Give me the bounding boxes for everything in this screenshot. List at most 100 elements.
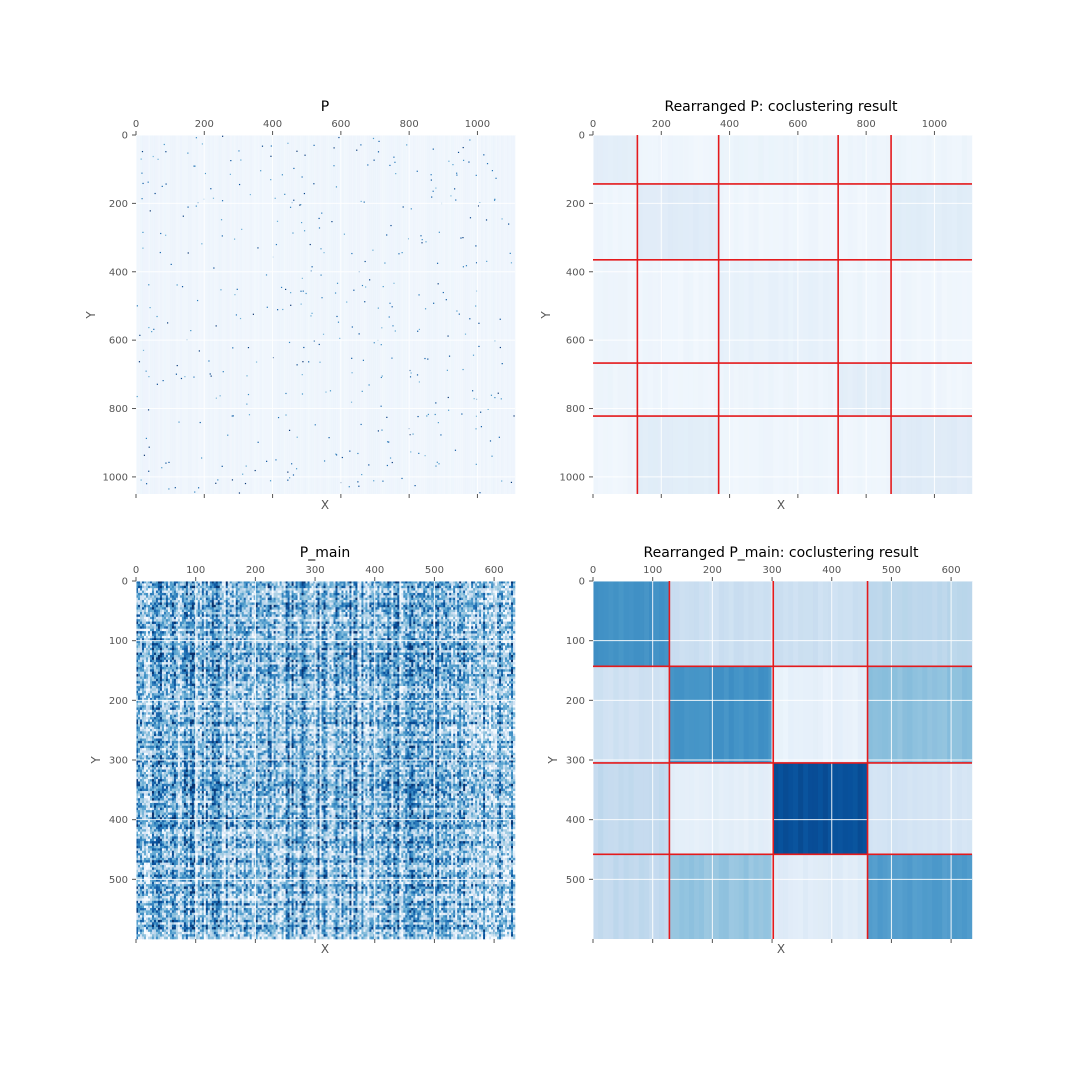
ylabel-p: Y	[84, 311, 98, 320]
cocluster-block	[868, 763, 973, 854]
ylabel-p-main: Y	[89, 756, 103, 765]
y-tick-label: 600	[109, 336, 128, 347]
cocluster-block	[593, 854, 670, 939]
cocluster-block	[868, 854, 973, 939]
y-tick-label: 200	[109, 199, 128, 210]
y-tick-label: 800	[109, 404, 128, 415]
cocluster-block	[719, 135, 839, 184]
x-tick-label: 300	[763, 565, 782, 576]
cocluster-block	[593, 416, 638, 494]
x-tick-label: 1000	[465, 119, 490, 130]
x-tick-label: 500	[425, 565, 444, 576]
x-tick-label: 100	[643, 565, 662, 576]
cocluster-block	[719, 184, 839, 260]
x-tick-label: 600	[788, 119, 807, 130]
cocluster-block	[637, 184, 719, 260]
subplot-p-main-rearranged: Rearranged P_main: coclustering result 0…	[546, 545, 972, 956]
y-tick-label: 1000	[560, 472, 585, 483]
y-tick-label: 400	[566, 267, 585, 278]
x-tick-label: 200	[703, 565, 722, 576]
cocluster-block	[593, 666, 670, 763]
y-tick-label: 1000	[103, 472, 128, 483]
y-tick-label: 100	[109, 636, 128, 647]
title-p-main-rearranged: Rearranged P_main: coclustering result	[643, 545, 919, 561]
y-tick-label: 500	[109, 875, 128, 886]
subplot-p-main: P_main 0 100 200 300 400 500 60001002003004005…	[89, 545, 515, 956]
cocluster-block	[719, 416, 839, 494]
heatmap-cells	[593, 135, 972, 494]
y-tick-label: 0	[579, 131, 585, 142]
y-tick-label: 0	[579, 577, 585, 588]
xlabel-p-main: X	[321, 942, 329, 956]
cocluster-block	[669, 854, 773, 939]
heatmap-p-main-rearranged: 0 100 200 300 400 500 600 0 100 200 300 400 500	[566, 565, 972, 943]
cocluster-block	[773, 763, 868, 854]
cocluster-block	[637, 416, 719, 494]
cocluster-block	[593, 763, 670, 854]
x-tick-label: 600	[942, 565, 961, 576]
cocluster-block	[593, 184, 638, 260]
y-tick-label: 300	[566, 756, 585, 767]
x-tick-label: 500	[882, 565, 901, 576]
x-tick-label: 0	[133, 119, 139, 130]
heatmap-cells	[136, 135, 515, 494]
cocluster-block	[669, 666, 773, 763]
y-tick-label: 600	[566, 336, 585, 347]
cocluster-block	[773, 854, 868, 939]
cocluster-block	[838, 416, 891, 494]
x-tick-label: 400	[822, 565, 841, 576]
xlabel-p-main-rearranged: X	[777, 942, 785, 956]
cocluster-block	[593, 135, 638, 184]
cocluster-block	[637, 260, 719, 363]
x-tick-label: 300	[306, 565, 325, 576]
x-tick-label: 1000	[922, 119, 947, 130]
subplot-p-rearranged: Rearranged P: coclustering result 0 200 40…	[539, 99, 972, 512]
x-tick-label: 400	[365, 565, 384, 576]
x-tick-label: 100	[186, 565, 205, 576]
x-tick-label: 600	[485, 565, 504, 576]
ylabel-p-rearranged: Y	[539, 311, 553, 320]
cocluster-block	[669, 763, 773, 854]
x-tick-label: 800	[857, 119, 876, 130]
cocluster-block	[891, 260, 972, 363]
x-tick-label: 600	[331, 119, 350, 130]
y-tick-label: 200	[566, 199, 585, 210]
x-tick-label: 200	[652, 119, 671, 130]
cocluster-block	[891, 416, 972, 494]
xlabel-p-rearranged: X	[777, 498, 785, 512]
y-tick-label: 200	[109, 696, 128, 707]
cocluster-block	[891, 135, 972, 184]
x-tick-label: 400	[720, 119, 739, 130]
x-tick-label: 0	[590, 565, 596, 576]
y-tick-label: 800	[566, 404, 585, 415]
y-tick-label: 500	[566, 875, 585, 886]
cocluster-block	[669, 581, 773, 666]
cocluster-block	[719, 260, 839, 363]
ylabel-p-main-rearranged: Y	[546, 756, 560, 765]
cocluster-block	[868, 666, 973, 763]
y-tick-label: 400	[566, 815, 585, 826]
x-tick-label: 0	[590, 119, 596, 130]
cocluster-block	[593, 581, 670, 666]
title-p-rearranged: Rearranged P: coclustering result	[664, 99, 898, 115]
y-tick-label: 200	[566, 696, 585, 707]
cocluster-block	[773, 581, 868, 666]
x-tick-label: 0	[133, 565, 139, 576]
x-tick-label: 400	[263, 119, 282, 130]
x-tick-label: 800	[400, 119, 419, 130]
x-tick-label: 200	[195, 119, 214, 130]
y-tick-label: 0	[122, 577, 128, 588]
title-p: P	[321, 99, 329, 115]
y-tick-label: 400	[109, 815, 128, 826]
y-tick-label: 0	[122, 131, 128, 142]
cocluster-block	[593, 260, 638, 363]
title-p-main: P_main	[300, 545, 350, 561]
cocluster-block	[891, 184, 972, 260]
heatmap-p-rearranged: 0 200 400 600 800 1000 0 200 400 600 800 1000	[560, 119, 973, 498]
cocluster-block	[838, 135, 891, 184]
y-tick-label: 100	[566, 636, 585, 647]
